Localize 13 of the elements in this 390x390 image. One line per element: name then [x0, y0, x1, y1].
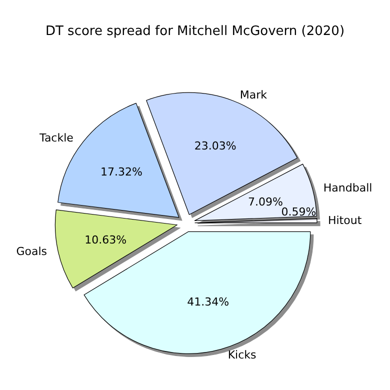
slice-label: Hitout [328, 214, 362, 227]
data-label: 17.32% [100, 166, 142, 179]
data-label: 23.03% [194, 140, 236, 153]
data-label: 0.59% [281, 205, 316, 218]
data-label: 10.63% [84, 234, 127, 247]
slice-label: Handball [323, 181, 372, 194]
data-label: 7.09% [248, 195, 283, 208]
chart-title: DT score spread for Mitchell McGovern (2020) [45, 24, 345, 39]
slice-label: Goals [16, 245, 48, 258]
slice-label: Mark [240, 88, 268, 102]
data-label: 41.34% [187, 296, 230, 309]
slice-label: Kicks [228, 348, 256, 362]
slice-label: Tackle [38, 132, 74, 145]
